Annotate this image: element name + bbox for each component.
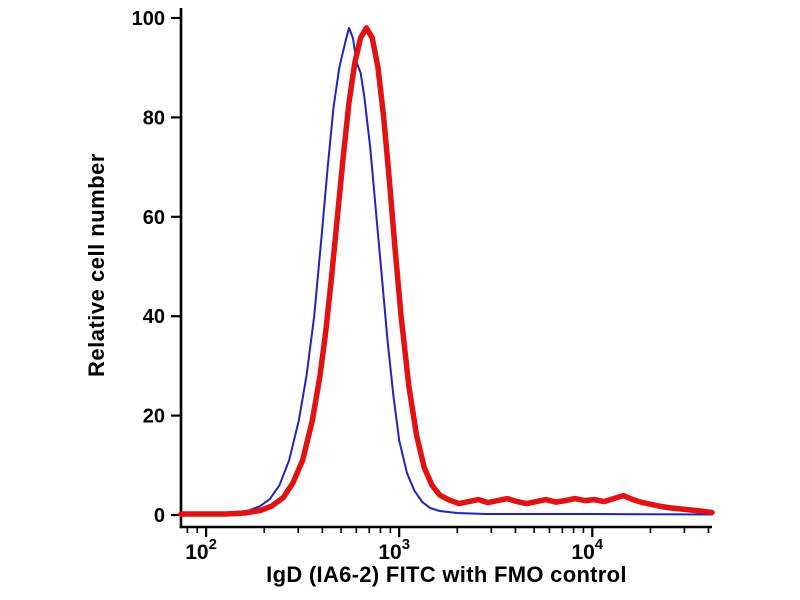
- x-tick-label: 102: [185, 536, 217, 564]
- x-tick-label: 104: [571, 536, 603, 564]
- y-tick-label: 40: [143, 306, 165, 328]
- x-tick-label: 103: [378, 536, 410, 564]
- y-tick-label: 80: [143, 107, 165, 129]
- y-tick-label: 0: [154, 505, 165, 527]
- y-tick-label: 60: [143, 207, 165, 229]
- y-tick-label: 20: [143, 406, 165, 428]
- x-axis-title: IgD (IA6-2) FITC with FMO control: [266, 562, 627, 587]
- y-axis-title: Relative cell number: [84, 153, 109, 377]
- curve-red: [178, 25, 715, 517]
- curve-blue: [180, 26, 713, 516]
- y-tick-label: 100: [132, 8, 165, 30]
